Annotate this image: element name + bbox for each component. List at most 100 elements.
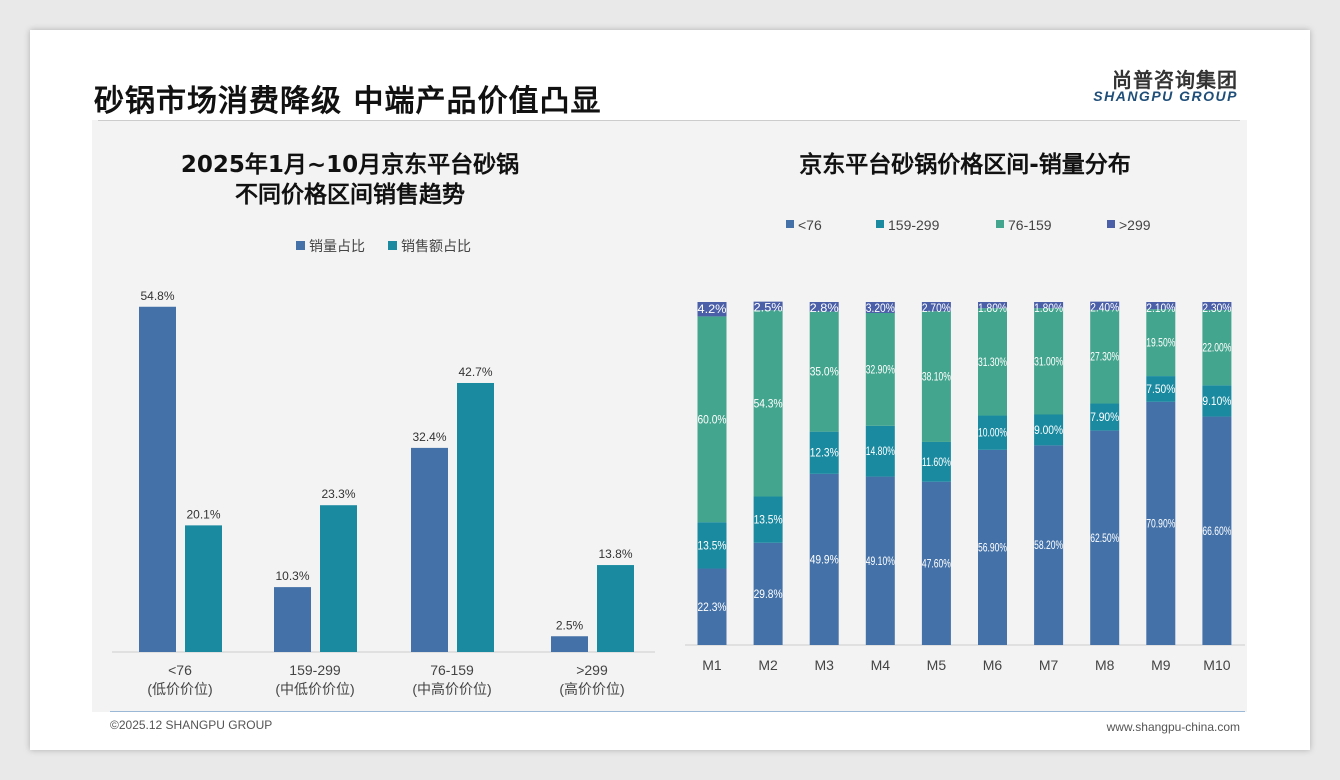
legend-swatch bbox=[1107, 220, 1115, 228]
x-tick-sublabel: (中低价价位) bbox=[275, 681, 354, 697]
x-tick-label: M6 bbox=[983, 657, 1003, 673]
x-tick-label: >299 bbox=[576, 662, 608, 678]
data-label: 22.3% bbox=[698, 600, 727, 614]
x-tick-label: M7 bbox=[1039, 657, 1059, 673]
stacked-bar-segment bbox=[865, 312, 895, 426]
stacked-bar-segment bbox=[697, 302, 727, 317]
data-label: 13.5% bbox=[698, 538, 727, 552]
data-label: 3.20% bbox=[866, 301, 895, 315]
data-label: 23.3% bbox=[321, 487, 355, 501]
left-chart-title-line2: 不同价格区间销售趋势 bbox=[235, 182, 465, 208]
stacked-bar-segment bbox=[1202, 309, 1232, 386]
legend-swatch bbox=[296, 241, 305, 250]
x-tick-label: M1 bbox=[702, 657, 722, 673]
data-label: 54.3% bbox=[754, 396, 783, 410]
data-label: 9.00% bbox=[1034, 423, 1063, 437]
legend-swatch bbox=[786, 220, 794, 228]
data-label: 47.60% bbox=[922, 556, 951, 570]
stacked-bar-segment bbox=[921, 302, 951, 312]
stacked-bar-segment bbox=[1146, 302, 1176, 310]
stacked-bar-segment bbox=[921, 441, 951, 482]
stacked-bar-segment bbox=[753, 542, 783, 645]
right-chart-title: 京东平台砂锅价格区间-销量分布 bbox=[799, 152, 1131, 178]
data-label: 11.60% bbox=[922, 455, 951, 469]
bar bbox=[185, 525, 222, 652]
stacked-bar-segment bbox=[697, 522, 727, 569]
data-label: 12.3% bbox=[810, 446, 839, 460]
bar bbox=[139, 306, 176, 652]
bar bbox=[597, 565, 634, 652]
data-label: 13.5% bbox=[754, 513, 783, 527]
stacked-bar-segment bbox=[809, 431, 839, 474]
data-label: 62.50% bbox=[1090, 531, 1119, 545]
data-label: 22.00% bbox=[1202, 341, 1231, 355]
data-label: 32.4% bbox=[412, 430, 446, 444]
data-label: 2.5% bbox=[556, 618, 584, 632]
x-tick-sublabel: (低价价位) bbox=[147, 681, 212, 697]
data-label: 49.9% bbox=[810, 552, 839, 566]
data-label: 66.60% bbox=[1202, 524, 1231, 538]
stacked-bar-segment bbox=[809, 302, 839, 312]
stacked-bar-segment bbox=[1146, 376, 1176, 402]
data-label: 13.8% bbox=[598, 547, 632, 561]
data-label: 70.90% bbox=[1146, 516, 1175, 530]
legend-label: <76 bbox=[798, 217, 822, 233]
x-tick-sublabel: (中高价价位) bbox=[412, 681, 491, 697]
data-label: 10.3% bbox=[275, 569, 309, 583]
data-label: 2.10% bbox=[1146, 301, 1175, 315]
x-tick-label: M2 bbox=[758, 657, 778, 673]
footer-website: www.shangpu-china.com bbox=[1106, 720, 1240, 734]
data-label: 2.5% bbox=[754, 301, 783, 315]
data-label: 38.10% bbox=[922, 370, 951, 384]
footer-divider bbox=[110, 711, 1245, 712]
logo-en: SHANGPU GROUP bbox=[1093, 88, 1238, 104]
stacked-bar-segment bbox=[978, 308, 1007, 416]
data-label: 10.00% bbox=[978, 426, 1007, 440]
stacked-bar-segment bbox=[865, 476, 895, 645]
x-tick-label: M4 bbox=[871, 657, 891, 673]
legend-label: 159-299 bbox=[888, 217, 940, 233]
data-label: 1.80% bbox=[1034, 301, 1063, 315]
data-label: 4.2% bbox=[698, 302, 727, 316]
left-chart-title-line1: 2025年1月~10月京东平台砂锅 bbox=[180, 152, 520, 178]
legend-label: 销售额占比 bbox=[401, 238, 471, 254]
data-label: 49.10% bbox=[866, 554, 895, 568]
stacked-bar-segment bbox=[1034, 414, 1064, 446]
data-label: 19.50% bbox=[1146, 336, 1175, 350]
stacked-bar-segment bbox=[1146, 401, 1176, 645]
bar bbox=[457, 382, 494, 652]
stacked-bar-segment bbox=[1202, 302, 1232, 310]
stacked-bar-segment bbox=[1090, 403, 1120, 431]
logo-cn: 尚普咨询集团 bbox=[1112, 68, 1238, 92]
left-chart-title: 2025年1月~10月京东平台砂锅 不同价格区间销售趋势 bbox=[140, 150, 560, 210]
data-label: 2.70% bbox=[922, 301, 951, 315]
stacked-bar-segment bbox=[1090, 430, 1120, 645]
stacked-bar-segment bbox=[978, 449, 1007, 645]
data-label: 2.40% bbox=[1090, 301, 1119, 315]
stacked-bar-segment bbox=[753, 310, 783, 497]
data-label: 2.30% bbox=[1202, 301, 1231, 315]
stacked-bar-segment bbox=[809, 473, 839, 645]
x-tick-label: <76 bbox=[168, 662, 192, 678]
stacked-bar-segment bbox=[697, 316, 727, 523]
x-tick-label: M9 bbox=[1151, 657, 1171, 673]
data-label: 58.20% bbox=[1034, 538, 1063, 552]
stacked-bar-segment bbox=[921, 481, 951, 645]
legend-swatch bbox=[876, 220, 884, 228]
data-label: 56.90% bbox=[978, 540, 1007, 554]
legend-swatch bbox=[996, 220, 1004, 228]
data-label: 7.50% bbox=[1146, 382, 1175, 396]
x-tick-label: 159-299 bbox=[289, 662, 341, 678]
x-tick-label: M3 bbox=[814, 657, 834, 673]
stacked-bar-segment bbox=[1090, 309, 1120, 404]
data-label: 35.0% bbox=[810, 365, 839, 379]
stacked-bar-segment bbox=[978, 415, 1007, 450]
title-divider bbox=[98, 120, 1240, 121]
stacked-bar-segment bbox=[921, 311, 951, 442]
data-label: 31.30% bbox=[978, 355, 1007, 369]
x-tick-sublabel: (高价价位) bbox=[559, 681, 624, 697]
data-label: 20.1% bbox=[186, 507, 220, 521]
data-label: 9.10% bbox=[1202, 394, 1231, 408]
data-label: 14.80% bbox=[866, 444, 895, 458]
data-label: 29.8% bbox=[754, 587, 783, 601]
